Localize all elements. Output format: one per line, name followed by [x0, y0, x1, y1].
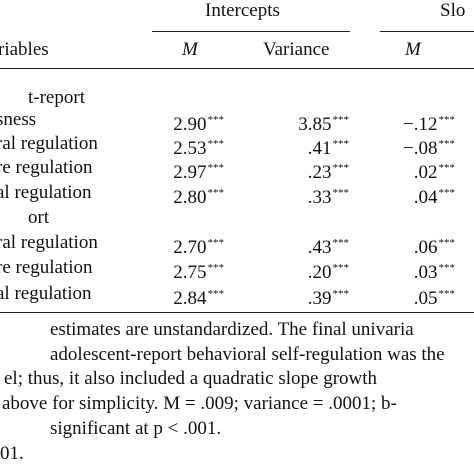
- significance: ***: [207, 162, 225, 174]
- cell-value: 2.84: [173, 288, 207, 309]
- significance: ***: [332, 187, 350, 199]
- significance: ***: [438, 237, 456, 249]
- row-label: al regulation: [0, 283, 92, 304]
- cell-value: .43: [307, 237, 332, 258]
- note-line: above for simplicity. M = .009; variance…: [2, 393, 397, 415]
- group-header: Intercepts: [205, 0, 280, 21]
- significance: ***: [207, 237, 225, 249]
- cell: .02***: [414, 157, 455, 184]
- significance: ***: [332, 288, 350, 300]
- cell: .23***: [308, 157, 349, 184]
- cell: .39***: [308, 283, 349, 310]
- significance: ***: [207, 114, 225, 126]
- rule: [0, 312, 474, 313]
- rule: [380, 31, 474, 32]
- significance: ***: [438, 187, 456, 199]
- row-label: ral regulation: [0, 232, 98, 253]
- significance: ***: [207, 187, 225, 199]
- row-label: re regulation: [0, 157, 93, 178]
- cell: 3.85***: [298, 109, 349, 136]
- significance: ***: [438, 262, 456, 274]
- group-header: Slo: [440, 0, 466, 21]
- note-line: adolescent-report behavioral self-regula…: [50, 343, 445, 365]
- cell-value: .39: [307, 288, 332, 309]
- cell: 2.97***: [173, 157, 224, 184]
- cell-value: .06: [413, 237, 438, 258]
- note-line: el; thus, it also included a quadratic s…: [4, 368, 378, 390]
- cell-value: .04: [413, 187, 438, 208]
- cell: 2.90***: [173, 109, 224, 136]
- cell-value: .33: [307, 187, 332, 208]
- row-label: ral regulation: [0, 133, 98, 154]
- row-label: sness: [0, 109, 37, 130]
- significance: ***: [332, 237, 350, 249]
- cell-value: .05: [413, 288, 438, 309]
- cell: −.08***: [403, 133, 455, 160]
- cell: 2.75***: [173, 257, 224, 284]
- cell-value: .02: [413, 162, 438, 183]
- significance: ***: [332, 262, 350, 274]
- row-label: t-report: [28, 87, 85, 108]
- cell-value: 2.80: [173, 187, 207, 208]
- note-line: 01.: [0, 442, 24, 464]
- cell: .03***: [414, 257, 455, 284]
- cell-value: 2.97: [173, 162, 207, 183]
- cell: .41***: [308, 133, 349, 160]
- cell-value: 3.85: [298, 114, 332, 135]
- significance: ***: [332, 114, 350, 126]
- significance: ***: [332, 138, 350, 150]
- significance: ***: [438, 162, 456, 174]
- cell-value: .23: [307, 162, 332, 183]
- cell: .33***: [308, 182, 349, 209]
- significance: ***: [207, 288, 225, 300]
- cell-value: .41: [307, 138, 332, 159]
- significance: ***: [332, 162, 350, 174]
- cell: 2.80***: [173, 182, 224, 209]
- cell-value: −.08: [403, 138, 438, 159]
- cell-value: 2.75: [173, 262, 207, 283]
- cell: .43***: [308, 232, 349, 259]
- significance: ***: [438, 288, 456, 300]
- column-header: M: [182, 39, 198, 60]
- significance: ***: [207, 262, 225, 274]
- rule: [0, 68, 474, 69]
- cell-value: −.12: [403, 114, 438, 135]
- row-label: al regulation: [0, 182, 92, 203]
- cell-value: 2.53: [173, 138, 207, 159]
- significance: ***: [438, 138, 456, 150]
- cell: 2.70***: [173, 232, 224, 259]
- row-label: ort: [28, 207, 50, 228]
- note-line: significant at p < .001.: [50, 417, 222, 439]
- significance: ***: [207, 138, 225, 150]
- cell: 2.84***: [173, 283, 224, 310]
- rule: [152, 31, 350, 32]
- cell: .06***: [414, 232, 455, 259]
- cell: 2.53***: [173, 133, 224, 160]
- cell-value: .03: [413, 262, 438, 283]
- significance: ***: [438, 114, 456, 126]
- cell-value: .20: [307, 262, 332, 283]
- column-header: M: [405, 39, 421, 60]
- cell-value: 2.70: [173, 237, 207, 258]
- column-header: riables: [0, 39, 49, 60]
- note-line: estimates are unstandardized. The final …: [50, 319, 414, 340]
- cell-value: 2.90: [173, 114, 207, 135]
- row-label: re regulation: [0, 257, 93, 278]
- cell: .05***: [414, 283, 455, 310]
- column-header: Variance: [263, 39, 330, 60]
- cell: −.12***: [403, 109, 455, 136]
- cell: .20***: [308, 257, 349, 284]
- cell: .04***: [414, 182, 455, 209]
